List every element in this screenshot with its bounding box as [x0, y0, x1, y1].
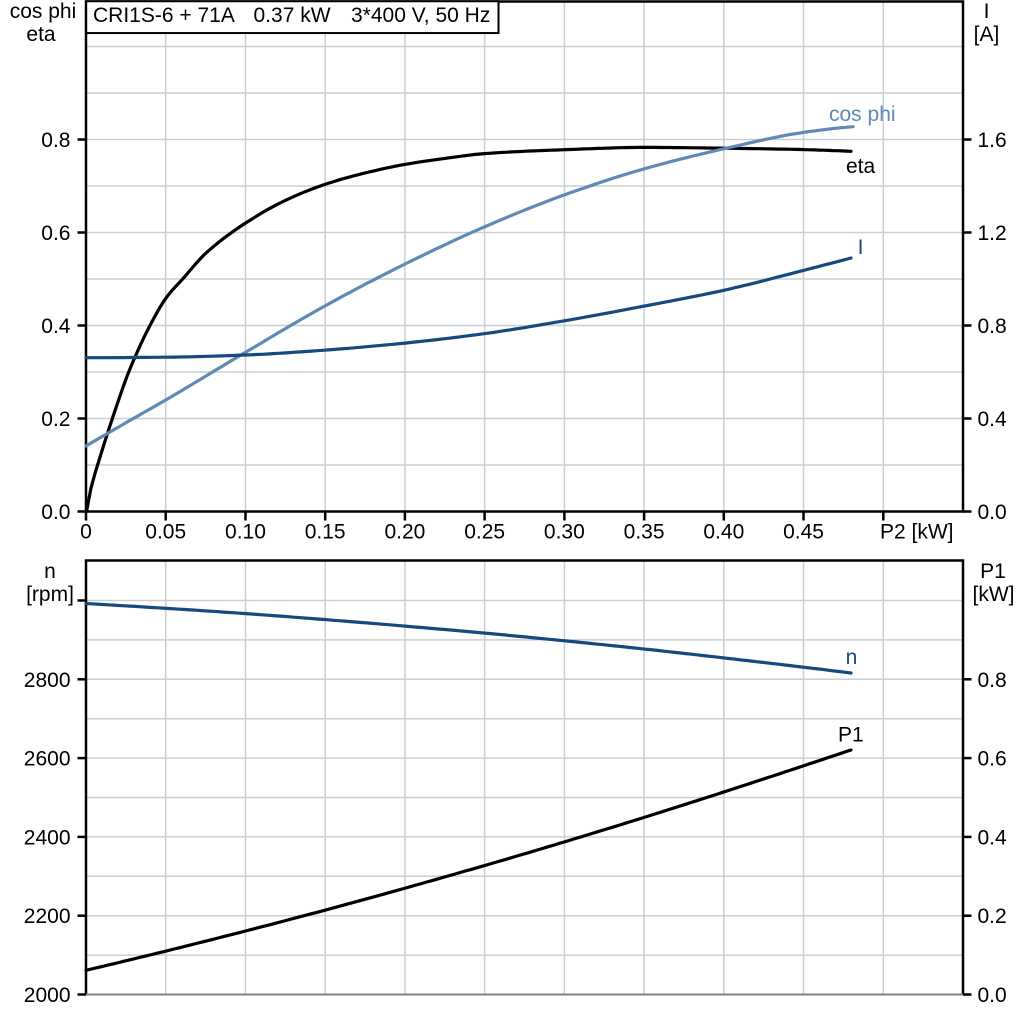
svg-text:[rpm]: [rpm] [26, 583, 74, 606]
svg-text:0.2: 0.2 [41, 408, 70, 431]
svg-text:0.37 kW: 0.37 kW [254, 4, 331, 27]
svg-text:2000: 2000 [24, 984, 71, 1007]
svg-text:0.4: 0.4 [978, 826, 1008, 849]
svg-text:n: n [44, 560, 56, 583]
svg-text:2600: 2600 [24, 748, 71, 771]
svg-text:P1: P1 [838, 724, 864, 747]
svg-text:2200: 2200 [24, 905, 71, 928]
svg-text:CRI1S-6 + 71A: CRI1S-6 + 71A [93, 4, 235, 27]
svg-text:0.8: 0.8 [41, 129, 70, 152]
svg-text:[kW]: [kW] [973, 583, 1015, 606]
svg-text:P2 [kW]: P2 [kW] [880, 521, 954, 544]
svg-text:cos phi: cos phi [10, 0, 77, 23]
svg-text:0.15: 0.15 [305, 521, 346, 544]
svg-text:I: I [858, 236, 864, 259]
svg-text:0.0: 0.0 [41, 501, 70, 524]
svg-text:0.4: 0.4 [978, 408, 1008, 431]
svg-text:0.40: 0.40 [703, 521, 744, 544]
svg-text:P1: P1 [980, 560, 1006, 583]
svg-text:0.45: 0.45 [783, 521, 824, 544]
svg-text:0.25: 0.25 [464, 521, 505, 544]
svg-text:1.2: 1.2 [978, 222, 1007, 245]
svg-text:0.05: 0.05 [145, 521, 186, 544]
svg-text:0.20: 0.20 [384, 521, 425, 544]
svg-text:0.8: 0.8 [978, 669, 1007, 692]
svg-text:0.10: 0.10 [225, 521, 266, 544]
svg-text:0.2: 0.2 [978, 905, 1007, 928]
svg-text:n: n [846, 646, 858, 669]
svg-text:0.6: 0.6 [978, 748, 1007, 771]
svg-text:0.30: 0.30 [544, 521, 585, 544]
svg-text:0: 0 [80, 521, 92, 544]
svg-text:0.0: 0.0 [978, 984, 1007, 1007]
svg-text:0.6: 0.6 [41, 222, 70, 245]
svg-text:0.0: 0.0 [978, 501, 1007, 524]
svg-text:eta: eta [846, 155, 876, 178]
svg-text:0.35: 0.35 [624, 521, 665, 544]
svg-text:cos phi: cos phi [829, 103, 896, 126]
svg-text:I: I [984, 0, 990, 23]
svg-text:eta: eta [26, 23, 56, 46]
svg-text:2800: 2800 [24, 669, 71, 692]
svg-text:3*400 V, 50 Hz: 3*400 V, 50 Hz [351, 4, 490, 27]
svg-text:0.4: 0.4 [41, 315, 71, 338]
svg-text:2400: 2400 [24, 826, 71, 849]
svg-text:0.8: 0.8 [978, 315, 1007, 338]
svg-text:1.6: 1.6 [978, 129, 1007, 152]
svg-text:[A]: [A] [974, 23, 1000, 46]
